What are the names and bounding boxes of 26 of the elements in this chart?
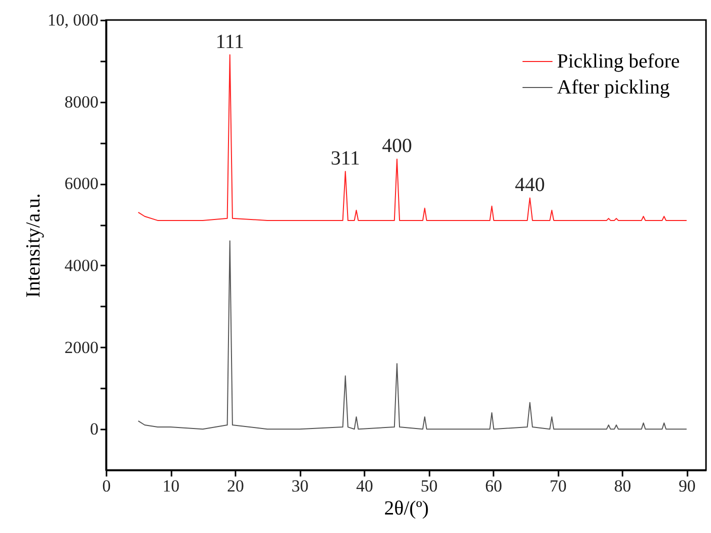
y-tick-label: 10, 000 — [48, 10, 98, 30]
line-series — [138, 54, 688, 221]
x-tick-label: 90 — [678, 476, 696, 496]
x-tick-label: 50 — [420, 476, 438, 496]
y-axis-title: Intensity/a.u. — [22, 193, 44, 298]
annotation: 400 — [382, 135, 412, 158]
y-tick-label: 2000 — [64, 338, 98, 357]
x-tick-label: 60 — [485, 476, 502, 496]
x-tick-label: 30 — [292, 476, 309, 496]
x-tick-label: 40 — [356, 476, 374, 496]
line-series — [138, 240, 688, 430]
x-tick-label: 20 — [227, 476, 244, 496]
annotation: 111 — [216, 30, 244, 53]
x-tick-label: 0 — [102, 476, 111, 496]
annotation: 311 — [330, 147, 360, 170]
x-tick-label: 80 — [614, 476, 632, 496]
x-tick-label: 10 — [162, 476, 180, 496]
legend-label: After pickling — [557, 76, 670, 98]
x-axis-title: 2θ/(º) — [384, 498, 429, 520]
annotation: 440 — [514, 174, 545, 196]
x-tick-label: 70 — [550, 476, 567, 496]
y-tick-label: 6000 — [64, 174, 98, 194]
y-tick-label: 8000 — [64, 92, 98, 112]
y-tick-label: 4000 — [64, 256, 98, 275]
legend-label: Pickling before — [557, 50, 680, 72]
y-tick-label: 0 — [90, 420, 98, 439]
